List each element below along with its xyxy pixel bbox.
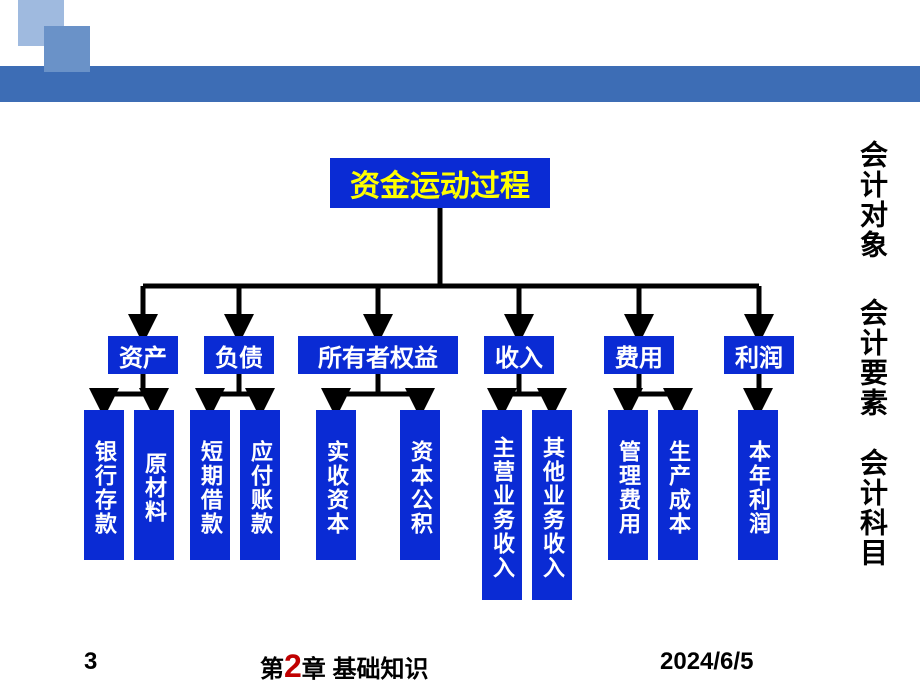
root-label: 资金运动过程 (350, 161, 530, 205)
footer-prefix: 第 (260, 656, 284, 683)
level3-node: 主营业务收入 (482, 410, 522, 600)
level3-node: 短期借款 (190, 410, 230, 560)
level2-node-assets: 资产 (108, 336, 178, 374)
level3-node: 其他业务收入 (532, 410, 572, 600)
level2-node-profit: 利润 (724, 336, 794, 374)
level3-node: 生产成本 (658, 410, 698, 560)
level3-node: 原材料 (134, 410, 174, 560)
level2-node-revenue: 收入 (484, 336, 554, 374)
level3-node: 本年利润 (738, 410, 778, 560)
footer-title: 第2章 基础知识 (260, 648, 428, 685)
level3-node: 应付账款 (240, 410, 280, 560)
side-label: 会计科目 (852, 448, 892, 568)
level3-node: 资本公积 (400, 410, 440, 560)
level2-node-equity: 所有者权益 (298, 336, 458, 374)
level3-node: 实收资本 (316, 410, 356, 560)
level3-node: 管理费用 (608, 410, 648, 560)
page-number: 3 (84, 648, 97, 676)
footer-suffix: 章 基础知识 (302, 656, 429, 683)
level3-node: 银行存款 (84, 410, 124, 560)
root-node: 资金运动过程 (330, 158, 550, 208)
level2-node-expense: 费用 (604, 336, 674, 374)
footer-date: 2024/6/5 (660, 648, 753, 676)
side-label: 会计要素 (852, 298, 892, 418)
footer-chapter-number: 2 (284, 648, 302, 684)
level2-node-liab: 负债 (204, 336, 274, 374)
side-label: 会计对象 (852, 140, 892, 260)
corner-square (44, 26, 90, 72)
header-bar (0, 66, 920, 102)
